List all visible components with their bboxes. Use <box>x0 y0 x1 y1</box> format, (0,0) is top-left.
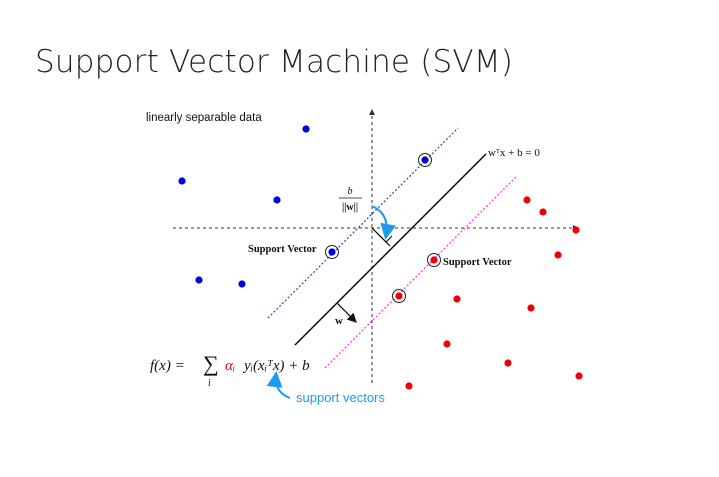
red-point <box>539 208 547 216</box>
red-point <box>554 251 562 259</box>
normal-vector-label: w <box>335 315 343 327</box>
red-point <box>504 359 512 367</box>
red-support-vector-rings <box>392 253 441 303</box>
fraction-pointer-arrow <box>371 205 397 240</box>
formula-sum-index: i <box>208 378 211 389</box>
red-point <box>405 382 413 390</box>
margin-line-blue <box>267 127 459 319</box>
red-support-vector-point <box>395 292 403 300</box>
fraction-numerator: b <box>348 186 353 197</box>
red-point <box>443 340 451 348</box>
data-label: linearly separable data <box>146 112 262 124</box>
red-point <box>523 196 531 204</box>
red-point <box>575 372 583 380</box>
origin-distance-marker <box>371 227 393 247</box>
fraction-denominator: ||w|| <box>342 202 358 213</box>
formula-rest: yᵢ(xᵢᵀx) + b <box>242 358 310 374</box>
blue-point <box>273 196 281 204</box>
formula-alpha: αᵢ <box>225 358 235 374</box>
blue-support-vector-rings <box>325 153 432 259</box>
support-vectors-annotation: support vectors <box>296 390 385 405</box>
support-vector-label-right: Support Vector <box>443 257 512 268</box>
axes <box>173 109 579 383</box>
blue-point <box>238 280 246 288</box>
hyperplane-equation: wᵀx + b = 0 <box>488 147 540 159</box>
hyperplane-line <box>294 153 487 346</box>
margin-line-red <box>324 176 517 369</box>
red-point <box>572 226 580 234</box>
blue-point <box>178 177 186 185</box>
blue-points <box>178 125 429 288</box>
slide-title: Support Vector Machine (SVM) <box>35 44 514 80</box>
red-points <box>395 196 583 390</box>
red-point <box>527 304 535 312</box>
support-vectors-pointer-arrow <box>266 371 291 399</box>
decision-function-formula: f(x) = ∑ i αᵢ yᵢ(xᵢᵀx) + b <box>150 351 310 389</box>
support-vector-label-left: Support Vector <box>248 244 317 255</box>
blue-point <box>195 276 203 284</box>
blue-support-vector-point <box>328 248 336 256</box>
red-support-vector-point <box>430 256 438 264</box>
blue-point <box>302 125 310 133</box>
formula-lhs: f(x) = <box>150 358 185 374</box>
margin-fraction: b ||w|| <box>339 186 362 213</box>
blue-support-vector-point <box>421 156 429 164</box>
normal-vector-arrow <box>336 302 357 323</box>
red-point <box>453 295 461 303</box>
formula-sum-symbol: ∑ <box>203 351 219 376</box>
